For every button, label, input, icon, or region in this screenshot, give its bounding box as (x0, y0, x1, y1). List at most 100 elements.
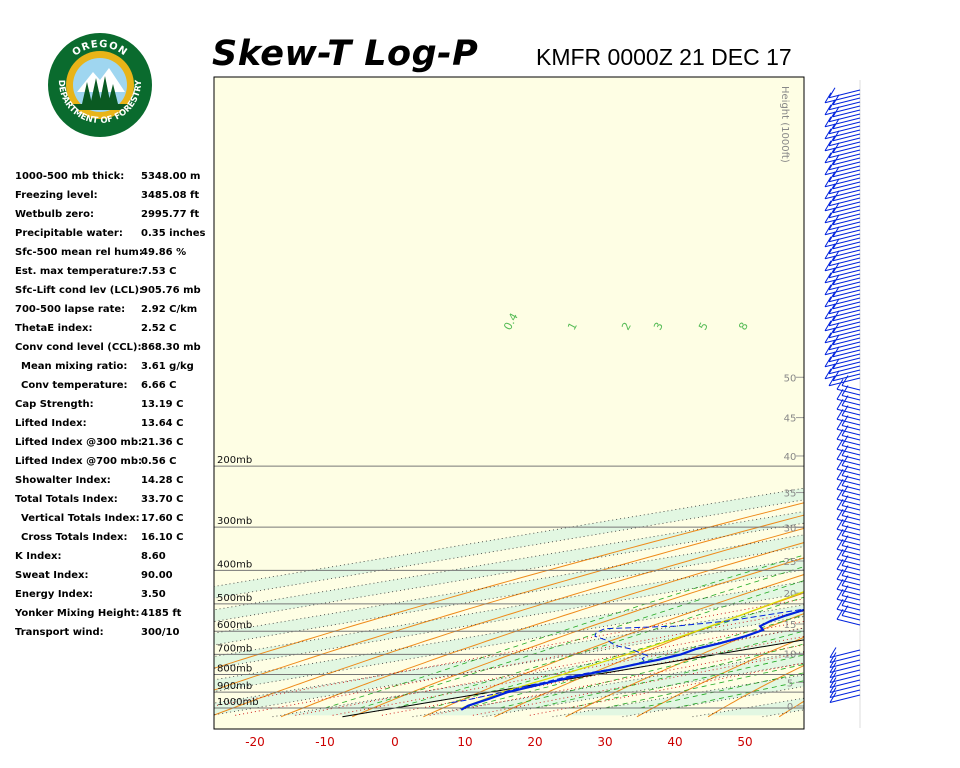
wind-barb (824, 164, 861, 176)
wind-barb (829, 657, 861, 668)
wind-barb (828, 279, 861, 291)
wind-barb (841, 405, 861, 421)
wind-barb (841, 425, 861, 441)
stat-label: Cap Strength: (15, 399, 94, 410)
isobar-label: 200mb (217, 455, 252, 466)
x-tick-label: 0 (391, 735, 399, 749)
stat-row: Vertical Totals Index: 17.60 C (15, 510, 215, 529)
wind-barb (824, 152, 861, 164)
wind-barb (832, 250, 861, 262)
stat-label: Total Totals Index: (15, 494, 118, 505)
wind-barb (824, 212, 861, 224)
stat-label: Energy Index: (15, 589, 94, 600)
wind-barb (824, 308, 861, 320)
stat-row: Cap Strength: 13.19 C (15, 396, 215, 415)
wind-barb (836, 398, 861, 416)
stat-value: 868.30 mb (141, 342, 201, 353)
stat-value: 0.56 C (141, 456, 177, 467)
wind-barb (841, 455, 861, 471)
wind-barb (828, 219, 861, 231)
stat-row: 1000-500 mb thick: 5348.00 m (15, 168, 215, 187)
wind-barb (832, 322, 861, 334)
wind-barb (828, 267, 861, 279)
wind-barb (832, 226, 861, 238)
wind-barb (829, 647, 861, 658)
wind-barb (832, 94, 861, 106)
wind-barb (828, 339, 861, 351)
moist-adiabat-line (639, 672, 804, 709)
wind-barb (841, 395, 861, 411)
sounding-indices-panel: 1000-500 mb thick: 5348.00 m Freezing leve… (15, 168, 215, 643)
stat-value: 49.86 % (141, 247, 187, 258)
stat-row: Sweat Index: 90.00 (15, 567, 215, 586)
temperature-band (214, 604, 804, 715)
stat-value: 2.52 C (141, 323, 177, 334)
wind-barb (832, 346, 861, 358)
station-time-label: KMFR 0000Z 21 DEC 17 (536, 44, 792, 70)
stat-row: Lifted Index @700 mb: 0.56 C (15, 453, 215, 472)
stat-label: Lifted Index: (15, 418, 87, 429)
wind-barb (828, 111, 861, 123)
stat-row: Cross Totals Index: 16.10 C (15, 529, 215, 548)
wind-barb (828, 315, 861, 327)
wind-barb (824, 92, 861, 104)
stat-label: K Index: (15, 551, 62, 562)
wind-barb (824, 332, 861, 344)
moist-adiabat-line (464, 614, 804, 709)
wind-barb (841, 495, 861, 511)
wind-barb (824, 344, 861, 356)
stat-value: 5348.00 m (141, 171, 201, 182)
stat-value: 3.50 (141, 589, 166, 600)
moist-adiabat-line (604, 663, 804, 709)
height-tick-label: 30 (784, 524, 797, 535)
moist-adiabat-line (359, 566, 804, 709)
wind-barb (836, 518, 861, 536)
stat-value: 90.00 (141, 570, 173, 581)
wind-barb (832, 118, 861, 130)
stat-row: Lifted Index @300 mb: 21.36 C (15, 434, 215, 453)
wind-barb (836, 408, 861, 426)
wind-barb (836, 438, 861, 456)
height-tick-label: 5 (787, 678, 793, 689)
wind-barb (832, 130, 861, 142)
wind-barb (836, 468, 861, 486)
height-tick-label: 15 (784, 620, 797, 631)
wind-barb (836, 378, 861, 396)
wind-barb (828, 159, 861, 171)
wind-barb (829, 682, 861, 693)
wind-barb (824, 224, 861, 236)
wind-barb (829, 667, 861, 678)
stat-row: Precipitable water: 0.35 inches (15, 225, 215, 244)
wind-barb (824, 320, 861, 332)
stat-row: Mean mixing ratio: 3.61 g/kg (15, 358, 215, 377)
wind-barb (824, 356, 861, 368)
moist-adiabat-line (324, 554, 804, 709)
wind-barb (841, 375, 861, 391)
wind-barb (824, 260, 861, 272)
stat-row: Conv cond level (CCL): 868.30 mb (15, 339, 215, 358)
temperature-band (214, 511, 804, 622)
height-tick-label: 25 (784, 557, 797, 568)
wind-barb (841, 445, 861, 461)
wind-barb (836, 508, 861, 526)
stat-value: 33.70 C (141, 494, 184, 505)
wind-barb (836, 428, 861, 446)
temperature-band (214, 581, 804, 692)
stat-value: 17.60 C (141, 513, 184, 524)
wind-barb (832, 178, 861, 190)
temperature-band (281, 628, 804, 716)
wind-barb (829, 652, 861, 663)
wind-barb (829, 692, 861, 703)
wind-barb (836, 538, 861, 556)
x-tick-label: 50 (737, 735, 752, 749)
stat-value: 4185 ft (141, 608, 182, 619)
logo-trees-icon (82, 76, 118, 106)
stat-label: Est. max temperature: (15, 266, 143, 277)
stat-label: Wetbulb zero: (15, 209, 94, 220)
stat-row: Showalter Index: 14.28 C (15, 472, 215, 491)
wind-barb (832, 106, 861, 118)
height-axis-title: Height (1000ft) (779, 86, 790, 163)
wind-barb (832, 214, 861, 226)
stat-value: 3485.08 ft (141, 190, 200, 201)
